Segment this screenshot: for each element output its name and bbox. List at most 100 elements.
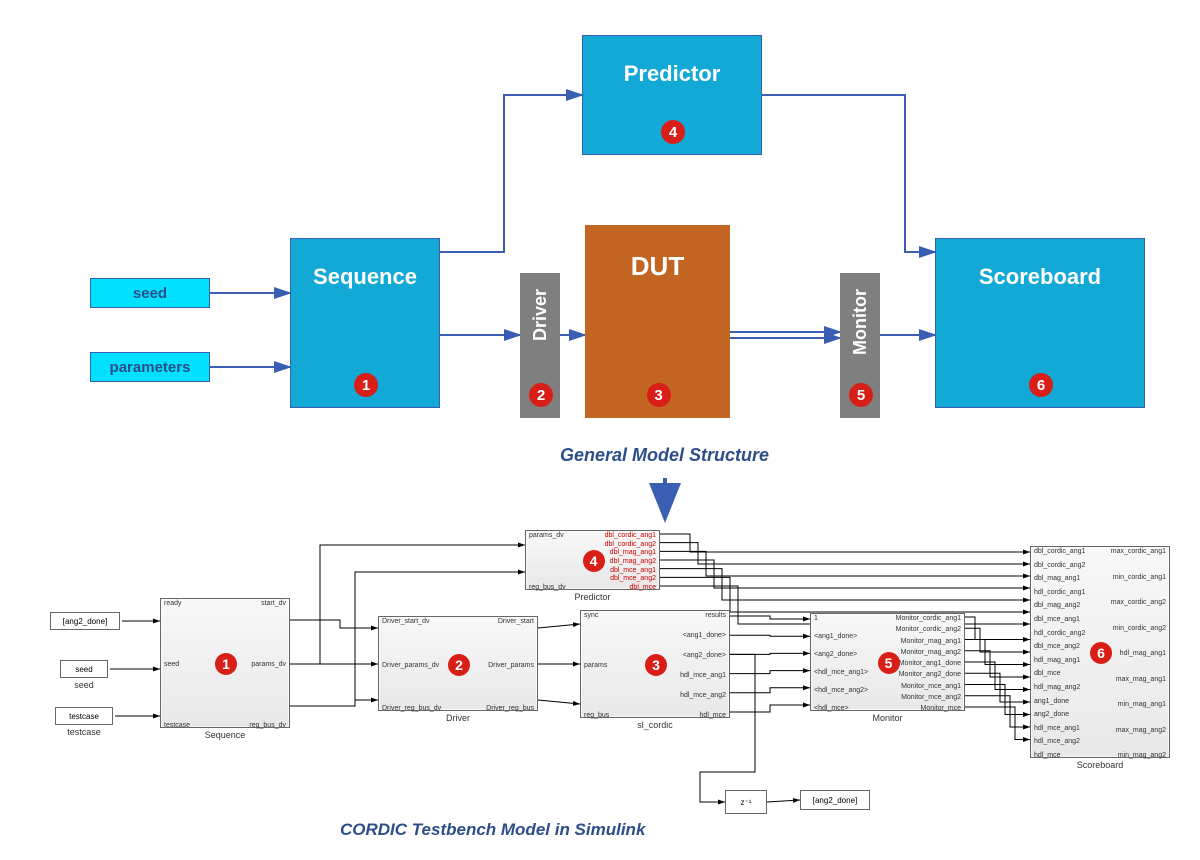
port: Monitor_mce (921, 705, 961, 712)
port: testcase (164, 722, 190, 729)
port: hdl_mag_ang2 (1034, 684, 1080, 691)
port: min_cordic_ang2 (1113, 625, 1166, 632)
port: hdl_mce_ang2 (1034, 738, 1080, 745)
dut-label: DUT (631, 251, 684, 282)
port: hdl_cordic_ang2 (1034, 630, 1085, 637)
port: <ang2_done> (683, 652, 726, 659)
port: results (705, 612, 726, 619)
driver-label: Driver (530, 289, 551, 341)
sl-sequence: readyseedtestcasestart_dvparams_dvreg_bu… (160, 598, 290, 728)
sl-monitor-badge: 5 (878, 652, 900, 674)
driver-badge: 2 (529, 383, 553, 407)
port: min_mag_ang1 (1118, 701, 1166, 708)
sl-scoreboard: dbl_cordic_ang1 dbl_cordic_ang2 dbl_mag_an… (1030, 546, 1170, 758)
input-1-sublabel: seed (60, 680, 108, 690)
port: <ang1_done> (683, 632, 726, 639)
port: Monitor_mce_ang2 (901, 694, 961, 701)
port: Driver_reg_bus_dv (382, 705, 441, 712)
port: Driver_params (488, 662, 534, 669)
port: hdl_mag_ang1 (1120, 650, 1166, 657)
sl-driver: Driver_start_dv Driver_params_dv Driver_re… (378, 616, 538, 711)
port: hdl_cordic_ang1 (1034, 589, 1085, 596)
delay-block: z⁻¹ (725, 790, 767, 814)
input-0: [ang2_done] (50, 612, 120, 630)
monitor-badge: 5 (849, 383, 873, 407)
port: dbl_mce_ang2 (1034, 643, 1080, 650)
port: dbl_mce_ang2 (610, 575, 656, 582)
delay-label: z⁻¹ (741, 798, 752, 807)
port: Monitor_cordic_ang1 (896, 615, 961, 622)
port: 1 (814, 615, 818, 622)
sl-dut: sync params reg_bus results <ang1_done> <ang2… (580, 610, 730, 718)
port: dbl_cordic_ang1 (1034, 548, 1085, 555)
port: dbl_mce_ang1 (1034, 616, 1080, 623)
port: dbl_mce (1034, 670, 1060, 677)
predictor-block: Predictor 4 (582, 35, 762, 155)
port: Monitor_mag_ang1 (901, 638, 961, 645)
port: min_cordic_ang1 (1113, 574, 1166, 581)
driver-block: Driver 2 (520, 273, 560, 418)
port: sync (584, 612, 598, 619)
port: hdl_mce_ang1 (1034, 725, 1080, 732)
sl-predictor-badge: 4 (583, 550, 605, 572)
port: <hdl_mce_ang1> (814, 669, 868, 676)
port: Driver_params_dv (382, 662, 439, 669)
port: max_mag_ang2 (1116, 727, 1166, 734)
port: hdl_mce (1034, 752, 1060, 759)
sl-monitor-name: Monitor (810, 713, 965, 723)
port: max_mag_ang1 (1116, 676, 1166, 683)
input-2-sublabel: testcase (55, 727, 113, 737)
port: Driver_start_dv (382, 618, 429, 625)
port: max_cordic_ang1 (1111, 548, 1166, 555)
port: max_cordic_ang2 (1111, 599, 1166, 606)
port: Monitor_ang1_done (899, 660, 961, 667)
port: ang1_done (1034, 698, 1069, 705)
port: <hdl_mce_ang2> (814, 687, 868, 694)
port: hdl_mce_ang1 (680, 672, 726, 679)
port: params (584, 662, 607, 669)
sequence-label: Sequence (313, 264, 417, 290)
sequence-badge: 1 (354, 373, 378, 397)
sl-sequence-badge: 1 (215, 653, 237, 675)
parameters-label: parameters (110, 359, 191, 376)
goto-label: [ang2_done] (813, 796, 858, 805)
sl-driver-name: Driver (378, 713, 538, 723)
port: dbl_mce_ang1 (610, 567, 656, 574)
seed-block: seed (90, 278, 210, 308)
port: reg_bus_dv (249, 722, 286, 729)
port: Driver_reg_bus (486, 705, 534, 712)
port: Monitor_cordic_ang2 (896, 626, 961, 633)
scoreboard-block: Scoreboard6 (935, 238, 1145, 408)
sl-driver-badge: 2 (448, 654, 470, 676)
sequence-block: Sequence 1 (290, 238, 440, 408)
scoreboard-label: Scoreboard (979, 264, 1101, 290)
dut-badge: 3 (647, 383, 671, 407)
port: Monitor_ang2_done (899, 671, 961, 678)
sl-predictor: params_dvreg_bus_dvdbl_cordic_ang1dbl_co… (525, 530, 660, 590)
monitor-block: Monitor 5 (840, 273, 880, 418)
input-2: testcase (55, 707, 113, 725)
port: Monitor_mce_ang1 (901, 683, 961, 690)
port: reg_bus (584, 712, 609, 719)
sl-scoreboard-name: Scoreboard (1030, 760, 1170, 770)
port: dbl_mce (630, 584, 656, 591)
sl-predictor-name: Predictor (525, 592, 660, 602)
port: Monitor_mag_ang2 (901, 649, 961, 656)
port: <ang2_done> (814, 651, 857, 658)
sl-sequence-name: Sequence (160, 730, 290, 740)
parameters-block: parameters (90, 352, 210, 382)
port: dbl_cordic_ang2 (1034, 562, 1085, 569)
port: ready (164, 600, 182, 607)
port: reg_bus_dv (529, 584, 566, 591)
port: start_dv (261, 600, 286, 607)
bottom-caption: CORDIC Testbench Model in Simulink (340, 820, 645, 840)
predictor-badge: 4 (661, 120, 685, 144)
sl-dut-badge: 3 (645, 654, 667, 676)
predictor-label: Predictor (624, 61, 721, 87)
port: min_mag_ang2 (1118, 752, 1166, 759)
port: dbl_mag_ang1 (610, 549, 656, 556)
monitor-label: Monitor (850, 289, 871, 355)
sl-monitor: 1<ang1_done><ang2_done><hdl_mce_ang1><hd… (810, 613, 965, 711)
port: dbl_mag_ang2 (1034, 602, 1080, 609)
port: params_dv (251, 661, 286, 668)
